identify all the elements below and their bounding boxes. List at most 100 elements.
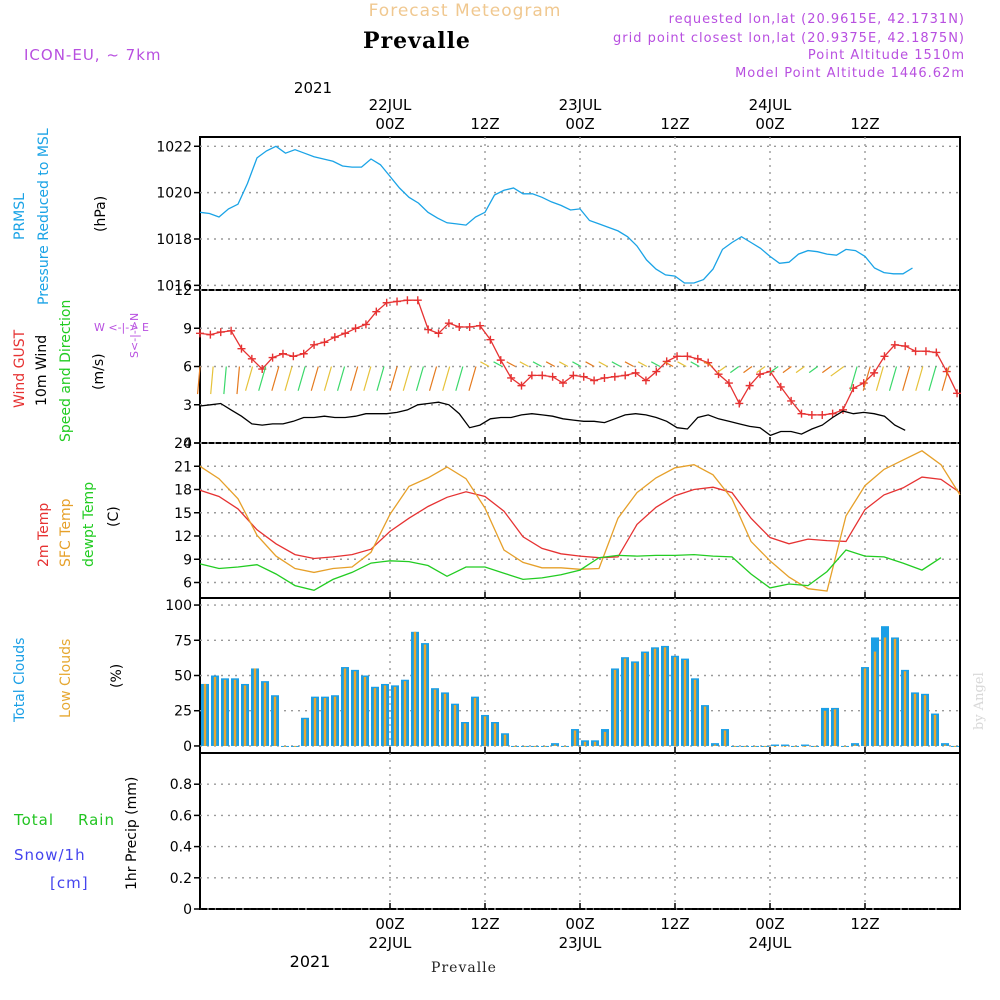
gust-marker [216, 328, 225, 337]
low-cloud-bar [393, 686, 397, 746]
low-cloud-bar [703, 706, 707, 746]
wind-arrow [271, 366, 280, 391]
gust-marker [476, 321, 485, 330]
bottom-date-label: 23JUL [559, 934, 602, 952]
precipitation-ytick-label: 0 [183, 902, 192, 918]
wind-arrow [585, 361, 595, 368]
gust-marker [953, 389, 962, 398]
precip-rain-label: Rain [78, 811, 115, 829]
wind-ytick-label: 12 [174, 283, 192, 299]
wind-ytick-label: 3 [183, 398, 192, 414]
gust-marker [444, 319, 453, 328]
pressure-labels: PRMSL Pressure Reduced to MSL (hPa) [12, 128, 109, 305]
clouds-ytick-label: 0 [183, 739, 192, 755]
total-cloud-bar [781, 744, 789, 746]
wind-arrow [743, 366, 753, 374]
wind-arrow [756, 366, 766, 374]
dewpt-line [199, 549, 942, 591]
prmsl-unit: (hPa) [93, 196, 109, 232]
gust-marker [828, 409, 837, 418]
top-hour-label: 12Z [850, 115, 879, 133]
temperature-ytick-label: 9 [183, 552, 192, 568]
low-clouds-label: Low Clouds [58, 639, 74, 718]
gust-marker [330, 333, 339, 342]
clouds-ytick-label: 50 [174, 669, 192, 685]
low-cloud-bar [843, 745, 847, 747]
gust-marker [237, 344, 246, 353]
gust-marker [268, 353, 277, 362]
low-cloud-bar [223, 679, 227, 746]
top-date-label: 24JUL [749, 96, 792, 114]
low-cloud-bar [573, 730, 577, 746]
gust-line [199, 299, 958, 416]
low-cloud-bar [863, 668, 867, 746]
pressure-ytick-label: 1022 [156, 139, 192, 155]
low-cloud-bar [483, 716, 487, 746]
bottom-hour-label: 00Z [565, 915, 594, 933]
gust-marker [548, 372, 557, 381]
wind-arrow [830, 366, 845, 377]
low-cloud-bar [803, 745, 807, 747]
point-altitude: Point Altitude 1510m [808, 48, 965, 63]
gust-marker [372, 307, 381, 316]
wind-arrow [363, 366, 372, 391]
gust-marker [403, 296, 412, 305]
wind-arrow [376, 366, 385, 391]
gust-marker [206, 330, 215, 339]
gridpoint-coords: grid point closest lon,lat (20.9375E, 42… [613, 31, 965, 46]
gust-marker [787, 396, 796, 405]
temperature-ytick-label: 21 [174, 459, 192, 475]
cloud-labels: Total Clouds Low Clouds (%) [12, 638, 125, 723]
low-cloud-bar [513, 745, 517, 747]
gust-marker [797, 409, 806, 418]
wind-arrow [310, 366, 319, 391]
low-cloud-bar [253, 668, 257, 746]
pressure-panel: 1016 1018 1020 1022 [156, 136, 961, 294]
precip-axis-label: 1hr Precip (mm) [124, 777, 140, 890]
low-cloud-bar [773, 745, 777, 747]
gust-marker [932, 348, 941, 357]
wind-arrow [428, 366, 438, 391]
wind-arrow [862, 366, 871, 391]
wind-arrow [210, 366, 214, 395]
low-cloud-bar [933, 714, 937, 746]
total-cloud-bar [771, 744, 779, 746]
gust-marker [673, 352, 682, 361]
wind-ytick-label: 9 [183, 321, 192, 337]
gust-marker [434, 329, 443, 338]
gust-marker [859, 379, 868, 388]
low-cloud-bar [333, 696, 337, 746]
low-cloud-bar [493, 723, 497, 746]
precipitation-panel: 0 0.2 0.4 0.6 0.8 [170, 752, 961, 918]
low-cloud-bar [683, 660, 687, 746]
model-altitude: Model Point Altitude 1446.62m [735, 66, 965, 81]
top-date-label: 22JUL [369, 96, 412, 114]
low-cloud-bar [783, 745, 787, 747]
wind-arrow [223, 366, 227, 395]
gust-marker [413, 296, 422, 305]
gust-marker [455, 322, 464, 331]
temperature-ytick-label: 24 [174, 436, 192, 452]
wind-arrow [941, 366, 950, 391]
gust-marker [921, 347, 930, 356]
wind-arrow [598, 361, 608, 368]
wind-arrow [236, 366, 241, 395]
gust-marker [890, 340, 899, 349]
gust-marker [227, 326, 236, 335]
pressure-ytick-label: 1016 [156, 278, 192, 294]
low-cloud-bar [823, 710, 827, 746]
gust-marker [527, 371, 536, 380]
wind-arrow [558, 361, 569, 368]
low-cloud-bar [563, 745, 567, 747]
wind-arrow [284, 366, 293, 391]
gust-marker [621, 371, 630, 380]
top-hour-label: 12Z [470, 115, 499, 133]
wind-arrow [821, 366, 832, 374]
gust-marker [745, 381, 754, 390]
gust-marker [724, 379, 733, 388]
temp-labels: 2m Temp SFC Temp dewpt Temp (C) [36, 482, 122, 567]
precipitation-ytick-label: 0.6 [170, 808, 192, 824]
temperature-ytick-label: 12 [174, 529, 192, 545]
gust-marker [818, 410, 827, 419]
